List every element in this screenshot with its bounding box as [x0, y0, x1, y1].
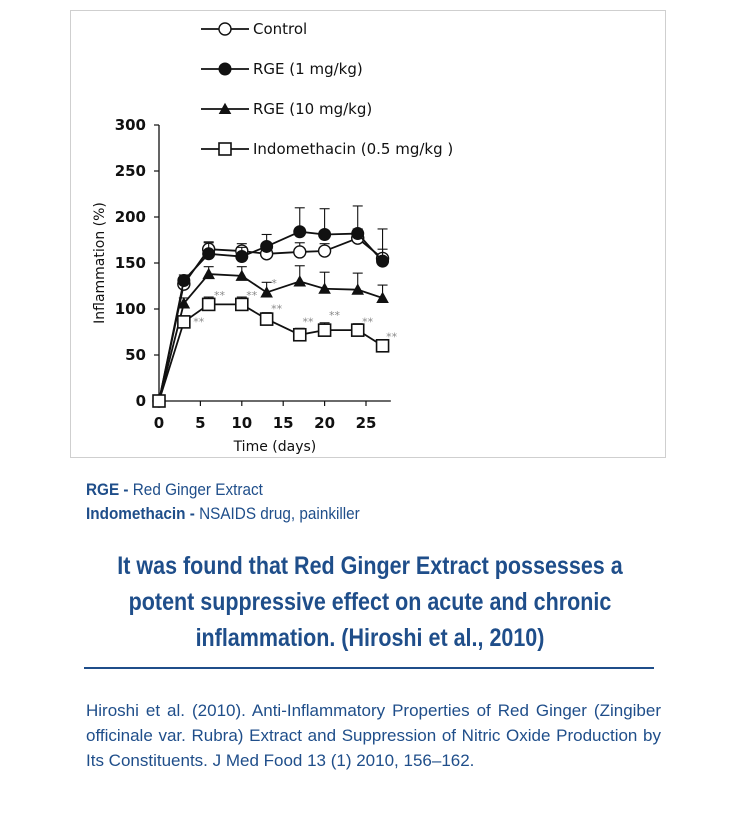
divider [84, 667, 654, 669]
significance-marker: * [271, 277, 277, 290]
headline: It was found that Red Ginger Extract pos… [117, 552, 623, 652]
significance-marker: ** [362, 316, 374, 329]
x-tick-label: 10 [231, 414, 252, 432]
data-point [259, 312, 274, 326]
data-point [177, 315, 191, 329]
significance-marker: ** [303, 316, 315, 329]
legend-label: Control [253, 20, 307, 38]
x-tick-label: 25 [356, 414, 377, 432]
significance-marker: ** [214, 289, 226, 302]
data-point [235, 250, 249, 264]
data-point [218, 62, 232, 76]
data-point [202, 267, 215, 280]
series-line [158, 273, 383, 402]
significance-marker: ** [193, 316, 205, 329]
significance-marker: ** [386, 330, 398, 343]
data-point [351, 283, 365, 295]
y-axis-title: Inflammation (%) [92, 202, 108, 324]
data-point [293, 275, 307, 287]
data-point [218, 102, 232, 115]
data-point [376, 254, 390, 268]
data-point [318, 227, 332, 241]
y-tick-label: 0 [136, 392, 146, 410]
definition-term: Indomethacin - [86, 504, 200, 523]
chart-panel: 0 5 10 15 20 25 0 50 100 150 200 250 300 Time (days) I… [70, 10, 666, 458]
legend-label: RGE (10 mg/kg) [253, 100, 372, 118]
data-point [375, 338, 390, 353]
data-point [293, 225, 307, 239]
definition-term: RGE - [86, 480, 133, 499]
y-tick-label: 50 [125, 346, 146, 364]
data-point [293, 245, 307, 259]
data-point [260, 286, 273, 298]
x-tick-label: 20 [314, 414, 335, 432]
data-point [235, 269, 249, 281]
data-point [235, 297, 249, 312]
significance-marker: ** [271, 303, 283, 316]
data-point [317, 244, 332, 258]
data-point [177, 273, 191, 287]
definition-rge: RGE - Red Ginger Extract [86, 478, 626, 502]
x-tick-label: 0 [154, 414, 164, 432]
data-point [351, 227, 365, 241]
definition-indomethacin: Indomethacin - NSAIDS drug, painkiller [86, 502, 626, 526]
definition-text: NSAIDS drug, painkiller [199, 504, 360, 523]
data-point [350, 323, 365, 337]
data-point [152, 394, 166, 408]
series-group [152, 265, 389, 407]
y-tick-label: 100 [115, 300, 146, 318]
legend-label: Indomethacin (0.5 mg/kg ) [253, 140, 453, 158]
series-group [152, 296, 390, 408]
data-point [292, 327, 307, 342]
significance-marker: ** [246, 289, 258, 302]
x-axis-title: Time (days) [233, 439, 317, 455]
significance-marker: ** [329, 309, 341, 322]
x-tick-label: 5 [195, 414, 205, 432]
data-point [202, 247, 216, 261]
data-point [218, 142, 232, 156]
definition-text: Red Ginger Extract [132, 480, 263, 499]
data-point [260, 239, 274, 253]
legend-label: RGE (1 mg/kg) [253, 60, 363, 78]
data-point [318, 282, 331, 294]
data-point [201, 297, 216, 312]
y-tick-label: 200 [115, 208, 146, 226]
y-tick-label: 250 [115, 162, 146, 180]
y-tick-label: 300 [115, 116, 146, 134]
x-tick-label: 15 [273, 414, 294, 432]
y-tick-label: 150 [115, 254, 146, 272]
data-point [177, 297, 191, 309]
data-point [218, 22, 232, 36]
data-point [317, 323, 332, 337]
data-point [376, 291, 389, 303]
citation: Hiroshi et al. (2010). Anti-Inflammatory… [86, 701, 661, 770]
abbreviation-definitions: RGE - Red Ginger Extract Indomethacin - … [86, 478, 686, 526]
